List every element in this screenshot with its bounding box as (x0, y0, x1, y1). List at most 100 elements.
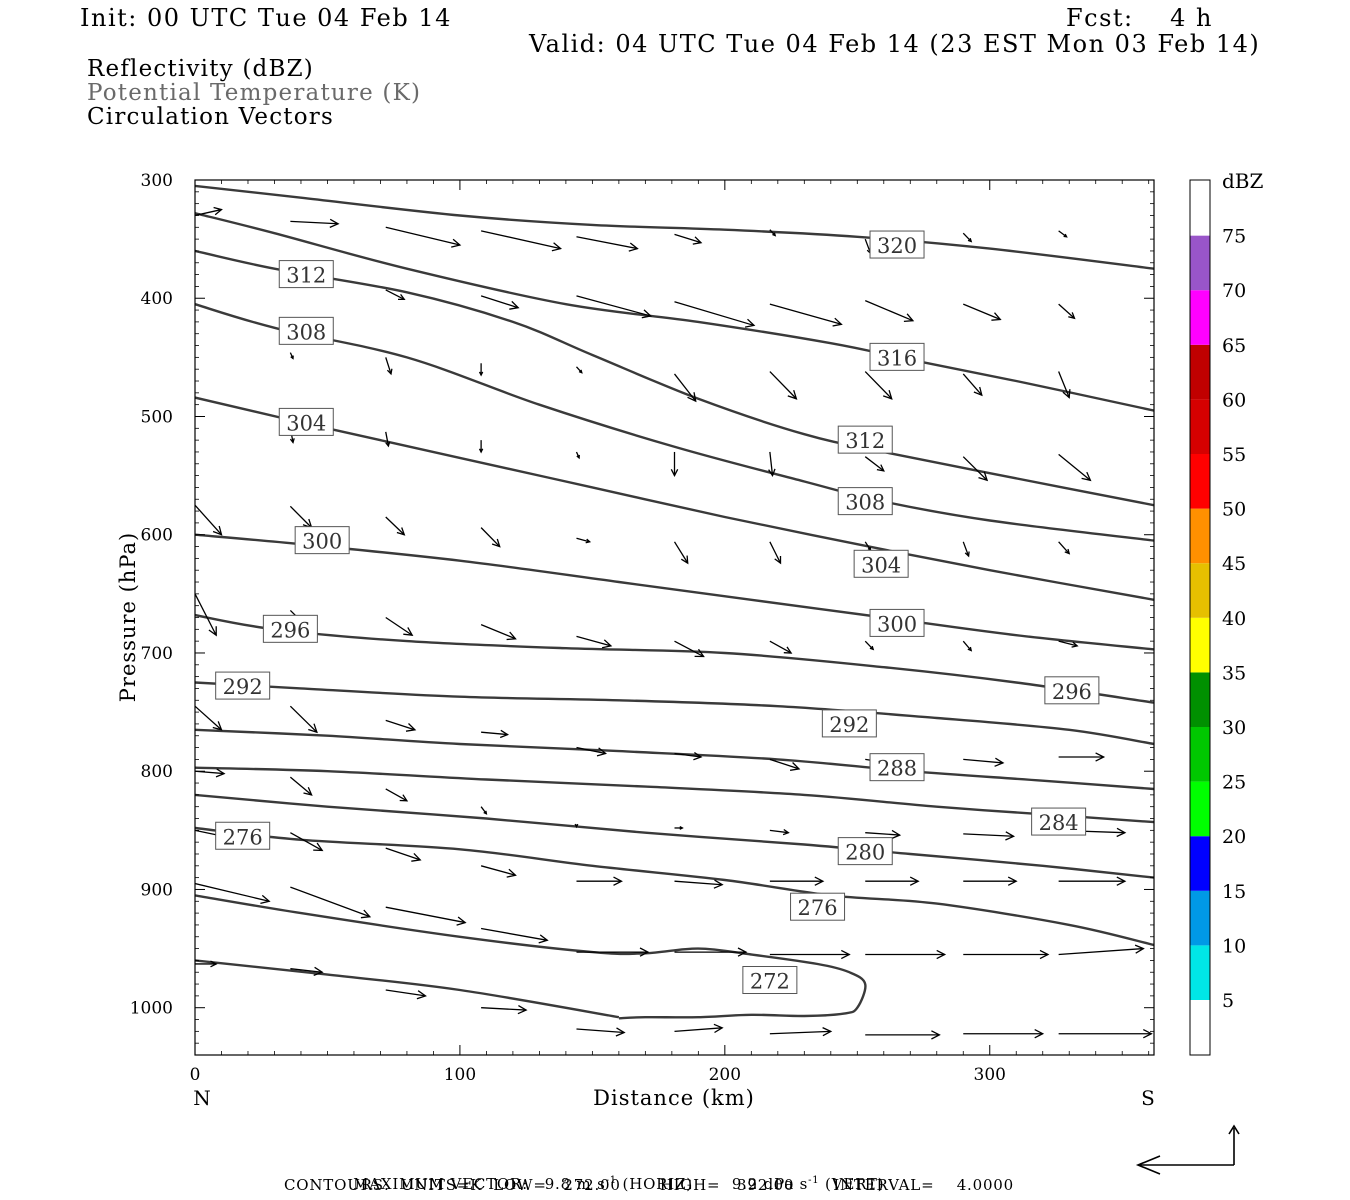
contour-line-316 (195, 211, 1154, 412)
vector-shaft (769, 303, 842, 325)
contour-label-text: 276 (798, 896, 838, 920)
contour-label-text: 312 (286, 264, 326, 288)
max-vector-line: MAXIMUM VECTOR: 9.8 m s-1 (HORIZ) 9.2 dP… (342, 1157, 884, 1193)
circulation-vector (1058, 453, 1092, 482)
contour-label-292: 292 (821, 709, 877, 738)
circulation-vector (674, 751, 703, 761)
colorbar-segment (1190, 890, 1210, 946)
vector-head (303, 786, 313, 796)
colorbar-tick-label: 45 (1222, 553, 1246, 575)
vector-shaft (962, 456, 988, 481)
vector-head (768, 468, 776, 478)
contour-line-276 (195, 826, 1154, 947)
vector-shaft (576, 746, 606, 755)
vector-head (1134, 944, 1145, 954)
vector-head (991, 312, 1002, 321)
vector-head (967, 238, 973, 243)
vector-shaft (1058, 541, 1070, 555)
vector-head (399, 794, 409, 802)
vector-shaft (289, 776, 312, 796)
vector-head (416, 990, 427, 1000)
colorbar-segment (1190, 454, 1210, 509)
vector-shaft (674, 1027, 723, 1032)
contour-label-text: 296 (270, 618, 310, 642)
vector-shaft (864, 300, 914, 322)
circulation-vector (478, 363, 484, 377)
circulation-vector (1058, 371, 1071, 399)
vector-head (641, 309, 653, 319)
circulation-vector (1058, 944, 1145, 956)
vector-head (213, 206, 223, 216)
circulation-vector (576, 746, 607, 757)
vector-head (517, 1005, 528, 1015)
contour-label-296: 296 (262, 614, 318, 643)
circulation-vector (962, 640, 973, 652)
contour-line-280 (195, 793, 1154, 879)
colorbar-tick-label: 40 (1222, 608, 1246, 630)
contour-label-box (853, 549, 909, 578)
vector-shaft (290, 968, 323, 973)
vector-head (713, 879, 724, 889)
contour-label-box (294, 526, 350, 555)
vector-head (385, 441, 391, 448)
circulation-vector (674, 640, 705, 658)
vector-head (628, 242, 639, 252)
vector-head (212, 721, 223, 731)
vector-head (1116, 876, 1127, 886)
circulation-vector (963, 949, 1050, 960)
vector-shaft (385, 847, 421, 861)
vector-head (208, 626, 217, 637)
vector-head (360, 909, 372, 919)
vector-head (405, 723, 417, 732)
vector-head (313, 842, 324, 852)
contour-label-box (215, 821, 271, 850)
vector-shaft (864, 541, 872, 551)
vector-head (585, 538, 592, 544)
colorbar-segment (1190, 617, 1210, 673)
vector-shaft (674, 752, 702, 758)
circulation-vector (864, 300, 915, 323)
vector-head (289, 438, 295, 444)
colorbar-segment (1190, 180, 1210, 236)
contour-label-text: 292 (223, 675, 263, 699)
circulation-vector (195, 206, 223, 217)
contours-info: CONTOURS: UNITS=K LOW= 272.00 HIGH= 392.… (284, 1176, 1014, 1194)
vector-head (744, 318, 756, 328)
circulation-vector (385, 847, 422, 862)
circulation-vector (480, 806, 488, 815)
circulation-vector (575, 451, 580, 460)
max-vector-label: MAXIMUM VECTOR: (353, 1175, 528, 1193)
vector-shaft (674, 640, 704, 658)
circulation-vector (576, 236, 639, 252)
circulation-vector (768, 451, 776, 478)
contour-label-276: 276 (790, 892, 846, 921)
contour-label-300: 300 (869, 608, 925, 637)
vector-head (841, 949, 851, 960)
vector-shaft (864, 371, 893, 400)
vector-head (832, 317, 843, 327)
colorbar-tick-label: 50 (1222, 499, 1246, 521)
circulation-vector (576, 537, 592, 544)
contour-label-text: 288 (877, 757, 917, 781)
y-tick-label: 1000 (130, 999, 173, 1019)
contour-line-272 (195, 894, 867, 1020)
colorbar-segment (1190, 290, 1210, 345)
contour-label-288: 288 (869, 753, 925, 782)
circulation-vector (674, 1023, 724, 1034)
vector-head (1071, 641, 1079, 648)
circulation-vector (865, 949, 947, 960)
colorbar-segment (1190, 344, 1210, 400)
circulation-vector (769, 1027, 833, 1037)
contour-label-text: 272 (750, 970, 790, 994)
vector-shaft (289, 705, 318, 733)
contour-line-288 (195, 728, 1154, 791)
y-tick-label: 300 (141, 171, 173, 191)
vector-head (1062, 389, 1071, 399)
legend-reflectivity: Reflectivity (dBZ) (87, 56, 314, 82)
circulation-vector (962, 373, 983, 397)
colorbar-unit: dBZ (1222, 169, 1264, 193)
vector-shaft (480, 865, 516, 876)
vector-head (994, 757, 1005, 767)
vector-shaft (195, 882, 270, 902)
vector-head (687, 392, 697, 403)
